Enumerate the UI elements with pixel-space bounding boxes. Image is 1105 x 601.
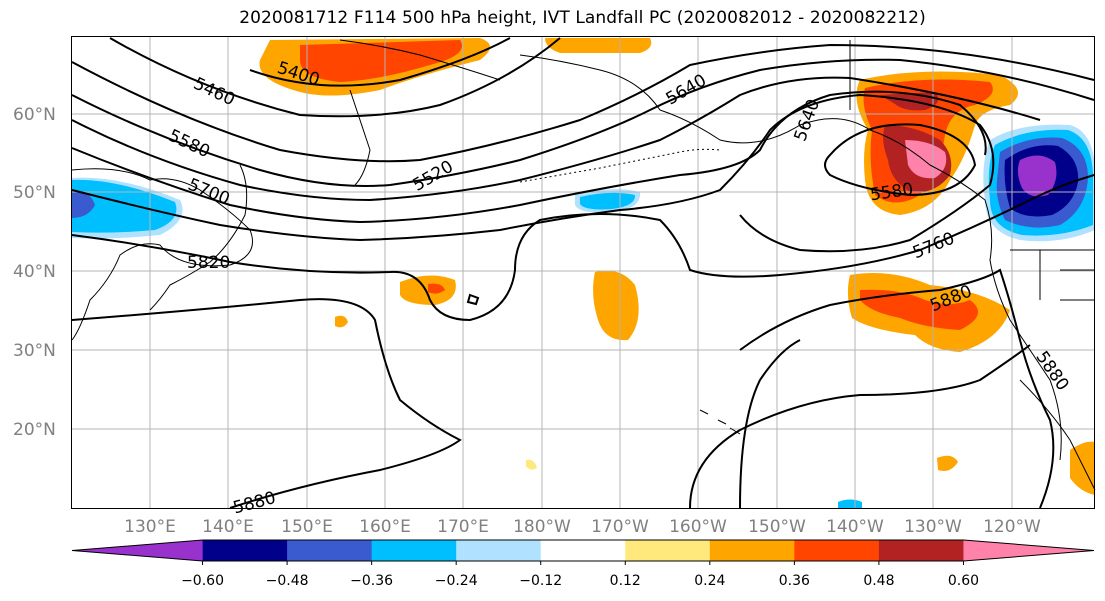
contour-label: 5580 xyxy=(165,126,213,162)
contour-5880-west xyxy=(71,298,462,509)
colorbar-tick-label: 0.36 xyxy=(779,573,810,589)
state-borders xyxy=(849,40,1095,301)
ivt-positive-region xyxy=(545,38,652,53)
colorbar-tick-label: −0.24 xyxy=(435,573,478,589)
lat-label: 50°N xyxy=(13,183,56,203)
contour-5400 xyxy=(249,37,511,87)
colorbar-cell xyxy=(625,540,711,561)
colorbar-tick-label: −0.60 xyxy=(181,573,224,589)
contour-label: 5460 xyxy=(190,74,238,110)
colorbar-cell xyxy=(540,540,626,561)
colorbar-tick-label: 0.12 xyxy=(610,573,641,589)
ivt-negative-region xyxy=(580,192,636,210)
contour-label: 5640 xyxy=(791,97,825,144)
lat-label: 60°N xyxy=(13,105,56,125)
colorbar-cell xyxy=(456,540,542,561)
colorbar-cell xyxy=(709,540,795,561)
ivt-positive-region xyxy=(937,455,958,471)
contour-5820 xyxy=(71,174,1095,322)
ivt-max-core xyxy=(905,140,947,179)
colorbar-cell xyxy=(794,540,880,561)
lon-label: 150°E xyxy=(281,517,333,537)
ivt-positive-region xyxy=(1070,441,1095,495)
colorbar-labels: −0.60 −0.48 −0.36 −0.24 −0.12 0.12 0.24 … xyxy=(181,573,979,589)
colorbar-cell xyxy=(287,540,373,561)
lon-label: 130°W xyxy=(904,517,962,537)
colorbar-tick-label: −0.36 xyxy=(350,573,393,589)
contour-5880-south xyxy=(689,344,1031,509)
ivt-negative-core xyxy=(72,190,95,218)
ivt-positive-region xyxy=(335,315,348,328)
contour-label: 5760 xyxy=(910,229,958,264)
lon-label: 140°W xyxy=(826,517,884,537)
colorbar-tick-label: 0.60 xyxy=(948,573,979,589)
colorbar-tick-label: 0.24 xyxy=(694,573,725,589)
lon-label: 160°E xyxy=(359,517,411,537)
ivt-negative-max xyxy=(1017,155,1057,197)
contour-5880-east xyxy=(739,268,1055,509)
lon-label: 150°W xyxy=(748,517,806,537)
contour-5520 xyxy=(71,43,1095,163)
map-title: 2020081712 F114 500 hPa height, IVT Land… xyxy=(239,8,926,28)
contour-5580-west xyxy=(71,58,1095,187)
ivt-positive-core xyxy=(428,283,445,294)
coastline-asia xyxy=(71,168,253,341)
contour-label: 5520 xyxy=(409,157,456,196)
ivt-positive-core xyxy=(300,40,462,82)
contour-label: 5880 xyxy=(1031,348,1072,395)
contour-5640 xyxy=(71,76,1041,202)
lon-label: 160°W xyxy=(669,517,727,537)
contour-5460 xyxy=(109,37,561,118)
lon-label: 120°W xyxy=(983,517,1041,537)
colorbar-tick-label: 0.48 xyxy=(863,573,894,589)
contour-5880-inner xyxy=(739,339,801,509)
colorbar-ticks xyxy=(202,561,964,565)
colorbar-cells xyxy=(71,539,1095,562)
colorbar-cell xyxy=(878,540,964,561)
ivt-positive-region xyxy=(593,270,639,341)
contour-label: 5820 xyxy=(187,253,230,273)
colorbar: −0.60 −0.48 −0.36 −0.24 −0.12 0.12 0.24 … xyxy=(71,539,1095,589)
coastline-baja xyxy=(1019,379,1096,491)
contour-5760 xyxy=(71,93,995,253)
ivt-negative-region xyxy=(838,499,862,508)
ivt-positive-core xyxy=(860,289,978,330)
coastline-japan xyxy=(149,164,248,311)
contour-label: 5880 xyxy=(231,488,278,519)
colorbar-cell xyxy=(371,540,457,561)
coastline-hawaii xyxy=(699,409,741,435)
ivt-shading xyxy=(72,38,1095,508)
coastline-kamchatka xyxy=(349,89,371,186)
contour-5580-low xyxy=(824,123,977,197)
lon-label: 170°E xyxy=(437,517,489,537)
lon-label: 130°E xyxy=(124,517,176,537)
lon-label: 170°W xyxy=(591,517,649,537)
coastlines xyxy=(71,39,1096,491)
colorbar-tick-label: −0.12 xyxy=(519,573,562,589)
coastline-siberia-north xyxy=(339,39,501,81)
lat-label: 30°N xyxy=(13,341,56,361)
height-contours xyxy=(71,37,1095,509)
lat-label: 40°N xyxy=(13,262,56,282)
lon-label: 140°E xyxy=(202,517,254,537)
colorbar-cell xyxy=(72,540,203,561)
latitude-labels: 60°N 50°N 40°N 30°N 20°N xyxy=(13,105,56,440)
longitude-labels: 130°E 140°E 150°E 160°E 170°E 180°W 170°… xyxy=(124,517,1041,537)
lat-label: 20°N xyxy=(13,420,56,440)
ivt-positive-region xyxy=(526,459,537,470)
colorbar-tick-label: −0.48 xyxy=(266,573,309,589)
contour-small xyxy=(466,293,480,306)
contour-5700 xyxy=(71,90,987,224)
colorbar-cell xyxy=(202,540,288,561)
map-frame xyxy=(71,36,1095,509)
lon-label: 180°W xyxy=(513,517,571,537)
ivt-positive-region xyxy=(400,275,456,305)
colorbar-cell xyxy=(963,540,1094,561)
